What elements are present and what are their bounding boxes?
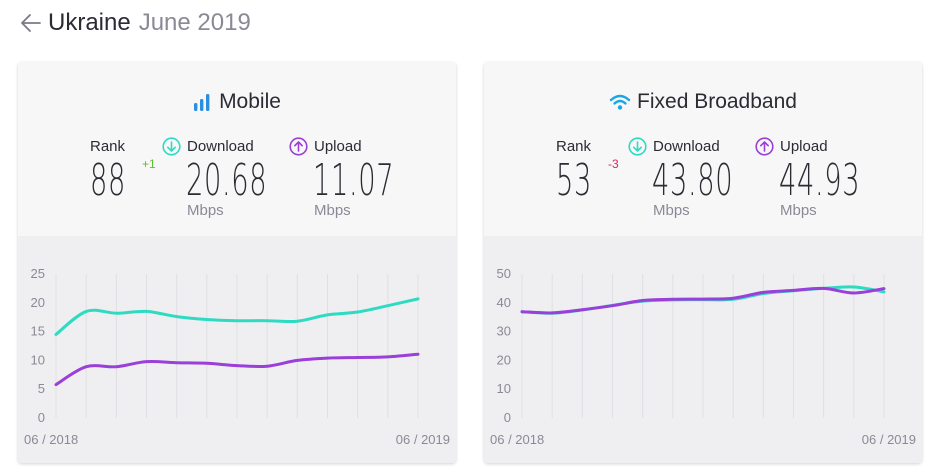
mobile-upload: Upload 11.07 Mbps	[289, 136, 444, 219]
mobile-summary: Mobile Rank 88 +1 Download 20.68 Mbps	[18, 62, 456, 236]
download-unit: Mbps	[653, 202, 690, 219]
mobile-speed-chart: 0 5 10 15 20 25 06 / 2018 06 / 2019	[24, 266, 450, 447]
mobile-card-title: Mobile	[18, 90, 456, 114]
mobile-download: Download 20.68 Mbps	[162, 136, 317, 219]
upload-series-line	[54, 352, 420, 387]
signal-bars-icon	[194, 94, 210, 111]
fixed-rank: Rank 53	[556, 136, 614, 204]
wifi-icon	[609, 94, 631, 110]
download-value: 43.80	[652, 155, 734, 206]
fixed-speed-chart: 0 10 20 30 40 50 06 / 2018 06 / 2019	[490, 266, 916, 447]
upload-value: 44.93	[779, 155, 861, 206]
fixed-summary: Fixed Broadband Rank 53 -3 Download 43.8…	[484, 62, 922, 236]
y-tick-label: 0	[504, 410, 511, 425]
upload-value: 11.07	[313, 155, 395, 206]
y-tick-label: 25	[31, 266, 45, 281]
download-arrow-icon	[162, 136, 181, 156]
upload-arrow-icon	[289, 136, 308, 156]
download-unit: Mbps	[187, 202, 224, 219]
y-tick-label: 50	[497, 266, 511, 281]
rank-value: 88	[90, 155, 126, 206]
fixed-broadband-card: Fixed Broadband Rank 53 -3 Download 43.8…	[484, 62, 922, 463]
mobile-title: Mobile	[219, 90, 281, 113]
upload-unit: Mbps	[314, 202, 351, 219]
fixed-card-title: Fixed Broadband	[484, 90, 922, 114]
y-tick-label: 30	[497, 324, 511, 339]
arrow-left-icon[interactable]	[18, 10, 44, 36]
download-arrow-icon	[628, 136, 647, 156]
y-tick-label: 0	[38, 410, 45, 425]
upload-series-line	[520, 286, 886, 315]
x-tick-label: 06 / 2018	[490, 432, 544, 447]
upload-label: Upload	[314, 137, 362, 155]
y-tick-label: 10	[31, 352, 45, 367]
mobile-card: Mobile Rank 88 +1 Download 20.68 Mbps	[18, 62, 456, 463]
upload-arrow-icon	[755, 136, 774, 156]
rank-label: Rank	[556, 137, 592, 155]
upload-unit: Mbps	[780, 202, 817, 219]
x-tick-label: 06 / 2018	[24, 432, 78, 447]
upload-label: Upload	[780, 137, 828, 155]
fixed-chart-area: 0 10 20 30 40 50 06 / 2018 06 / 2019	[484, 236, 922, 463]
mobile-chart-area: 0 5 10 15 20 25 06 / 2018 06 / 2019	[18, 236, 456, 463]
x-tick-label: 06 / 2019	[396, 432, 450, 447]
fixed-upload: Upload 44.93 Mbps	[755, 136, 910, 219]
page-title: Ukraine	[48, 9, 131, 36]
fixed-title: Fixed Broadband	[637, 90, 797, 113]
download-label: Download	[187, 137, 254, 155]
download-series-line	[54, 297, 420, 336]
fixed-download: Download 43.80 Mbps	[628, 136, 783, 219]
mobile-rank: Rank 88	[90, 136, 148, 204]
rank-value: 53	[556, 155, 592, 206]
page-header: Ukraine June 2019	[18, 6, 251, 40]
y-tick-label: 10	[497, 381, 511, 396]
x-tick-label: 06 / 2019	[862, 432, 916, 447]
page-date: June 2019	[138, 9, 251, 36]
y-tick-label: 20	[497, 352, 511, 367]
y-tick-label: 40	[497, 295, 511, 310]
download-label: Download	[653, 137, 720, 155]
rank-change-badge: -3	[608, 157, 619, 171]
y-tick-label: 15	[31, 324, 45, 339]
rank-label: Rank	[90, 137, 126, 155]
y-tick-label: 5	[38, 381, 45, 396]
download-value: 20.68	[186, 155, 268, 206]
y-tick-label: 20	[31, 295, 45, 310]
rank-change-badge: +1	[142, 157, 156, 171]
